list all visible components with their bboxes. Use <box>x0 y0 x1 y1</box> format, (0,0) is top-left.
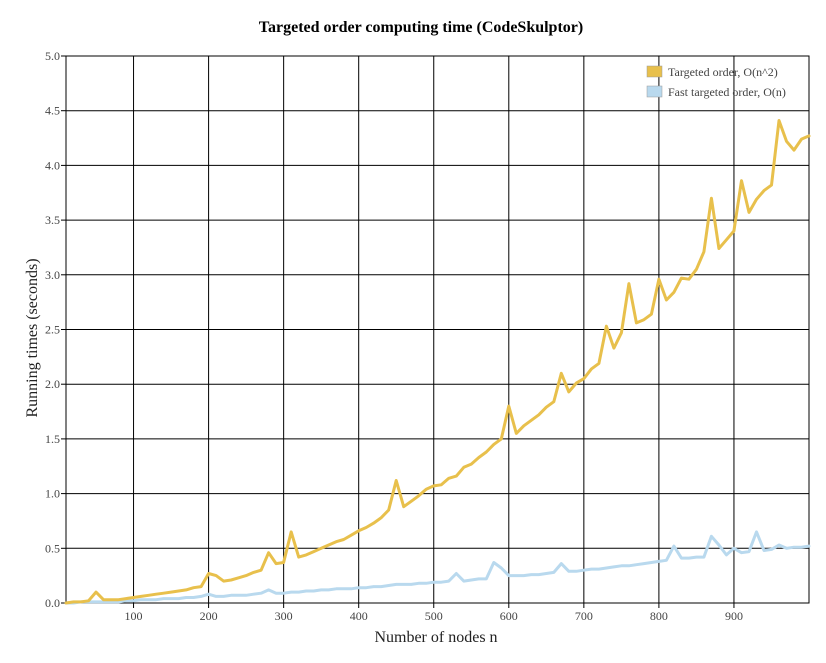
y-tick-label: 3.5 <box>45 213 60 227</box>
x-tick-label: 400 <box>350 609 368 623</box>
series-line-2 <box>64 530 811 605</box>
y-tick-label: 4.5 <box>45 104 60 118</box>
legend-swatch <box>646 85 663 98</box>
y-tick-label: 0.0 <box>45 596 60 610</box>
x-axis-label: Number of nodes n <box>374 629 497 646</box>
y-tick-label: 2.0 <box>45 377 60 391</box>
legend-label: Targeted order, O(n^2) <box>668 65 778 79</box>
gridlines <box>66 56 809 603</box>
legend: Targeted order, O(n^2) Fast targeted orde… <box>646 65 786 99</box>
y-tick-label: 5.0 <box>45 49 60 63</box>
chart-title: Targeted order computing time (CodeSkulp… <box>259 19 583 36</box>
y-tick-label: 0.5 <box>45 541 60 555</box>
x-tick-label: 300 <box>275 609 293 623</box>
legend-label: Fast targeted order, O(n) <box>668 85 786 99</box>
y-axis: 0.0 0.5 1.0 1.5 2.0 2.5 3.0 3.5 4.0 4.5 5.0 <box>45 49 66 610</box>
x-tick-label: 800 <box>650 609 668 623</box>
y-tick-label: 2.5 <box>45 323 60 337</box>
x-tick-label: 900 <box>725 609 743 623</box>
x-tick-label: 500 <box>425 609 443 623</box>
x-tick-label: 200 <box>200 609 218 623</box>
x-tick-label: 600 <box>500 609 518 623</box>
y-axis-label: Running times (seconds) <box>24 258 41 417</box>
legend-swatch <box>646 65 663 78</box>
series-line-1 <box>64 119 811 605</box>
y-tick-label: 4.0 <box>45 158 60 172</box>
y-tick-label: 1.5 <box>45 432 60 446</box>
x-axis: 100 200 300 400 500 600 700 800 900 <box>125 603 743 623</box>
y-tick-label: 1.0 <box>45 487 60 501</box>
x-tick-label: 700 <box>575 609 593 623</box>
x-tick-label: 100 <box>125 609 143 623</box>
y-tick-label: 3.0 <box>45 268 60 282</box>
series-lines <box>64 119 811 605</box>
